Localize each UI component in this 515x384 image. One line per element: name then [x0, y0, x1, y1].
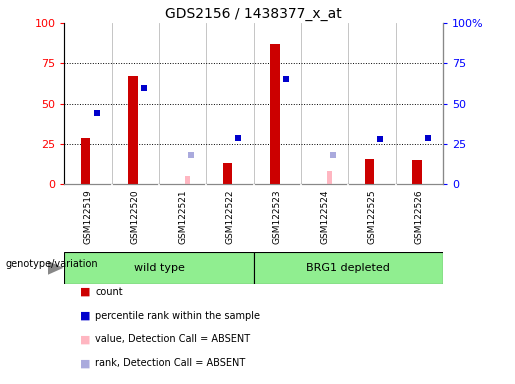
Text: GSM122521: GSM122521 — [178, 190, 187, 244]
Title: GDS2156 / 1438377_x_at: GDS2156 / 1438377_x_at — [165, 7, 342, 21]
Text: wild type: wild type — [133, 263, 184, 273]
Text: ■: ■ — [80, 334, 90, 344]
Text: GSM122522: GSM122522 — [226, 190, 234, 244]
Bar — [270, 44, 280, 184]
Text: count: count — [95, 287, 123, 297]
Text: ■: ■ — [80, 287, 90, 297]
Text: GSM122520: GSM122520 — [131, 190, 140, 244]
Text: ■: ■ — [80, 358, 90, 368]
Text: BRG1 depleted: BRG1 depleted — [306, 263, 390, 273]
Bar — [184, 176, 190, 184]
FancyBboxPatch shape — [64, 252, 253, 284]
Text: value, Detection Call = ABSENT: value, Detection Call = ABSENT — [95, 334, 250, 344]
Bar — [365, 159, 374, 184]
Text: ■: ■ — [80, 311, 90, 321]
Text: rank, Detection Call = ABSENT: rank, Detection Call = ABSENT — [95, 358, 246, 368]
Bar — [81, 137, 91, 184]
Text: GSM122523: GSM122523 — [273, 190, 282, 244]
Text: GSM122525: GSM122525 — [367, 190, 376, 244]
Polygon shape — [48, 261, 63, 275]
Text: GSM122526: GSM122526 — [415, 190, 424, 244]
Text: GSM122524: GSM122524 — [320, 190, 329, 244]
FancyBboxPatch shape — [253, 252, 443, 284]
Bar — [412, 160, 422, 184]
Text: GSM122519: GSM122519 — [83, 190, 93, 244]
Bar — [223, 163, 232, 184]
Text: percentile rank within the sample: percentile rank within the sample — [95, 311, 260, 321]
Bar — [327, 171, 332, 184]
Text: genotype/variation: genotype/variation — [5, 259, 98, 269]
Bar — [128, 76, 138, 184]
